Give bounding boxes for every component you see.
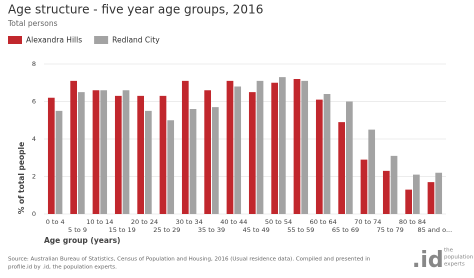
bar (382, 170, 390, 214)
x-tick-label: 50 to 54 (265, 218, 292, 226)
logo-mark: .id (412, 248, 444, 273)
bar (360, 159, 368, 214)
bar (167, 120, 175, 214)
x-tick-label: 65 to 69 (332, 226, 359, 234)
legend-label: Alexandra Hills (26, 36, 82, 45)
bar (114, 95, 122, 214)
bar (212, 107, 219, 214)
bar (301, 80, 309, 214)
bar (100, 90, 108, 214)
chart-subtitle: Total persons (7, 19, 58, 28)
x-tick-label: 25 to 29 (153, 226, 180, 234)
x-tick-label: 40 to 44 (220, 218, 247, 226)
bar (70, 80, 77, 214)
bar (405, 189, 412, 214)
bar (189, 109, 197, 214)
x-tick-label: 0 to 4 (46, 218, 65, 226)
bar (346, 101, 353, 214)
x-tick-label: 10 to 14 (86, 218, 113, 226)
legend-swatch (94, 36, 109, 44)
logo-text: experts (444, 262, 465, 268)
bar (122, 90, 130, 214)
x-tick-label: 70 to 74 (354, 218, 381, 226)
bar (181, 80, 189, 214)
bar (256, 80, 264, 214)
bar (226, 80, 234, 214)
legend-label: Redland City (112, 36, 160, 45)
bar (248, 92, 256, 214)
source-line: profile.id by .id, the population expert… (8, 265, 117, 271)
x-tick-label: 45 to 49 (243, 226, 270, 234)
bar (413, 174, 420, 214)
x-tick-label: 15 to 19 (109, 226, 136, 234)
bar (92, 90, 100, 214)
bar (338, 122, 345, 214)
x-tick-label: 85 and o... (417, 226, 452, 234)
y-tick-label: 6 (32, 98, 36, 106)
bar (427, 182, 435, 214)
x-tick-label: 60 to 64 (310, 218, 337, 226)
x-tick-label: 35 to 39 (198, 226, 225, 234)
logo-text: the (444, 248, 454, 254)
y-tick-label: 4 (32, 135, 36, 143)
chart-title: Age structure - five year age groups, 20… (8, 3, 263, 17)
x-tick-label: 30 to 34 (176, 218, 203, 226)
bar (390, 155, 398, 214)
bar (47, 97, 55, 214)
bar (315, 99, 323, 214)
bar (279, 77, 286, 214)
bar (159, 95, 167, 214)
bar (137, 95, 144, 214)
y-tick-label: 0 (32, 210, 36, 218)
y-axis-label: % of total people (17, 142, 26, 214)
x-tick-label: 20 to 24 (131, 218, 158, 226)
x-axis-label: Age group (years) (44, 236, 120, 245)
bar (323, 94, 331, 214)
bar (145, 110, 152, 214)
bar (234, 86, 242, 214)
bar (435, 172, 443, 214)
x-tick-label: 80 to 84 (399, 218, 426, 226)
bar (78, 92, 85, 214)
x-tick-label: 55 to 59 (287, 226, 314, 234)
logo-text: population (444, 255, 474, 261)
x-tick-label: 5 to 9 (68, 226, 87, 234)
y-tick-label: 2 (32, 173, 36, 181)
bar (55, 110, 63, 214)
bar (271, 82, 278, 214)
bar (293, 79, 301, 214)
legend-swatch (8, 36, 22, 44)
x-tick-label: 75 to 79 (377, 226, 404, 234)
source-line: Source: Australian Bureau of Statistics,… (8, 257, 371, 263)
bar (368, 129, 376, 214)
bar (204, 90, 211, 214)
y-tick-label: 8 (32, 60, 36, 68)
